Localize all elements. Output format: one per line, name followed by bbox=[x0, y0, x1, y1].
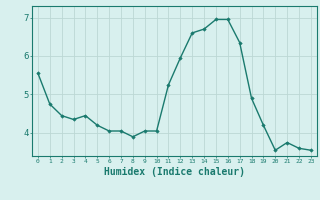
X-axis label: Humidex (Indice chaleur): Humidex (Indice chaleur) bbox=[104, 167, 245, 177]
